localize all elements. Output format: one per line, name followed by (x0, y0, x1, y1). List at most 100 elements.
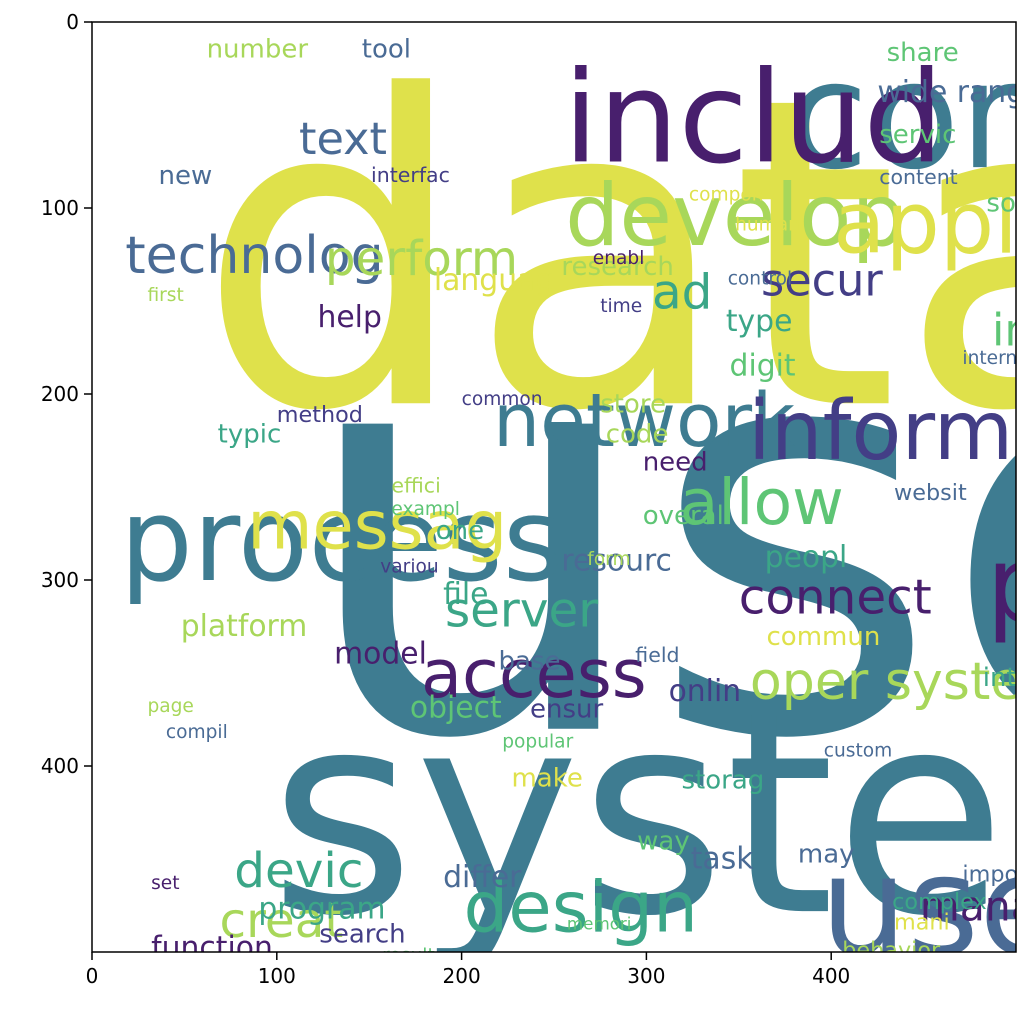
word-softwar: softwar (986, 189, 1028, 219)
word-languag: languag (434, 263, 554, 298)
word-ad: ad (652, 264, 712, 320)
word-network: network (493, 377, 795, 464)
word-effici: effici (391, 474, 440, 498)
x-axis: 0 100 200 300 400 (86, 952, 850, 988)
word-ensur: ensur (530, 695, 603, 725)
word-page: page (147, 696, 193, 717)
word-comput: comput (787, 30, 1028, 203)
word-new: new (159, 161, 213, 191)
word-import: import (962, 861, 1028, 887)
word-interact-featur: interact featur (983, 663, 1028, 693)
word-common: common (462, 389, 543, 410)
word-onlin: onlin (669, 674, 742, 709)
word-help: help (317, 300, 381, 335)
word-develop: develop (565, 167, 906, 266)
word-servic: servic (879, 120, 956, 150)
word-content: content (879, 165, 958, 189)
y-tick-label: 300 (41, 568, 79, 592)
word-number: number (207, 34, 309, 64)
word-object: object (410, 691, 502, 726)
word-type: type (726, 304, 793, 339)
word-code: code (606, 419, 669, 449)
word-control: control (728, 268, 792, 289)
word-variou: variou (380, 557, 438, 578)
word-server: server (445, 583, 598, 639)
word-complex: complex (892, 889, 987, 915)
word-websit: websit (894, 480, 967, 506)
word-search: search (319, 920, 405, 950)
word-applic: applic (833, 175, 1028, 274)
word-user: user (820, 827, 1028, 987)
word-provid: provid (986, 524, 1028, 646)
word-involv: involv (992, 305, 1028, 357)
word-make: make (511, 763, 582, 793)
word-system: system (269, 652, 1028, 977)
word-first: first (147, 285, 183, 306)
x-tick-label: 300 (627, 964, 665, 988)
word-memori: memori (567, 914, 632, 934)
word-cloud-words: datausesystem computincluddevelopapplic us… (120, 6, 1028, 987)
word-file: file (443, 577, 488, 612)
word-model: model (334, 637, 427, 672)
word-differ: differ (443, 860, 522, 895)
word-may: may (798, 840, 855, 870)
word-creat: creat (220, 893, 344, 949)
y-axis: 0 100 200 300 400 (41, 10, 92, 778)
plot-frame (91, 21, 1017, 953)
word-result: result (382, 945, 435, 966)
word-exampl: exampl (391, 499, 460, 520)
word-oper-system: oper system (750, 652, 1028, 712)
x-tick-label: 400 (812, 964, 850, 988)
word-messag: messag (247, 486, 507, 564)
word-access: access (421, 635, 647, 713)
word-text: text (299, 113, 387, 165)
word-research: research (561, 252, 673, 282)
word-base: base (499, 646, 561, 676)
word-one: one (436, 516, 484, 546)
word-program: program (258, 892, 385, 927)
word-design: design (463, 866, 698, 949)
word-peopl: peopl (765, 540, 848, 575)
word-human: human (735, 214, 800, 235)
word-internet: internet (962, 348, 1028, 369)
word-share: share (887, 38, 959, 68)
word-storag: storag (682, 765, 765, 795)
word-includ: includ (563, 45, 944, 192)
word-tool: tool (362, 34, 411, 64)
word-inform: inform (748, 384, 1013, 479)
word-manag: manag (920, 882, 1028, 930)
word-commun: commun (767, 622, 881, 652)
word-typic: typic (218, 419, 282, 449)
y-tick-label: 200 (41, 382, 79, 406)
y-tick-label: 100 (41, 196, 79, 220)
y-tick-label: 400 (41, 754, 79, 778)
word-need: need (643, 447, 708, 477)
word-popular: popular (502, 731, 573, 752)
word-technolog: technolog (125, 226, 383, 286)
word-digit: digit (730, 348, 796, 383)
word-field: field (635, 643, 679, 667)
word-way: way (637, 827, 690, 857)
word-behavior: behavior (842, 938, 941, 964)
word-data: data (197, 6, 1028, 504)
word-method: method (277, 402, 363, 428)
word-time: time (600, 296, 642, 317)
word-form: form (587, 549, 630, 570)
word-use: use (295, 211, 1028, 861)
word-devic: devic (234, 843, 363, 899)
word-overal: overal (643, 501, 724, 531)
x-tick-label: 0 (86, 964, 99, 988)
word-set: set (151, 873, 179, 894)
word-secur: secur (761, 254, 883, 306)
y-tick-label: 0 (66, 10, 79, 34)
word-task: task (691, 841, 754, 876)
word-platform: platform (181, 609, 308, 644)
word-function: function (151, 931, 273, 966)
word-allow: allow (680, 465, 844, 539)
word-compon: compon (689, 185, 764, 206)
word-connect: connect (739, 569, 932, 625)
word-compil: compil (166, 722, 228, 743)
word-process: process (120, 474, 563, 608)
